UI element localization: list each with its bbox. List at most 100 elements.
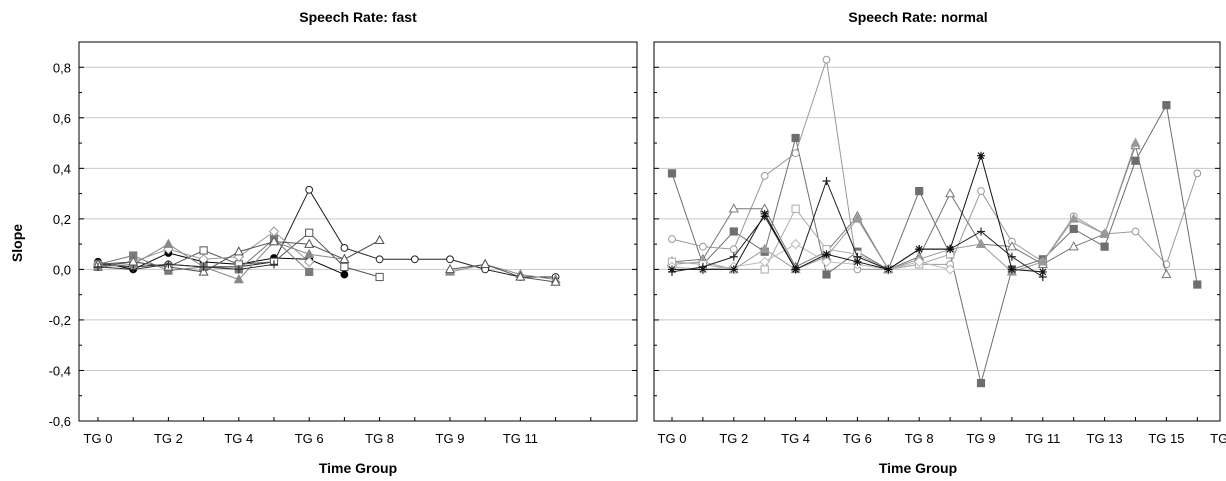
y-tick-label: -0,6 (49, 414, 71, 429)
data-point (128, 256, 139, 266)
data-point (944, 264, 956, 275)
x-tick-label: TG 4 (781, 431, 810, 446)
data-point (729, 227, 738, 236)
x-tick-label: TG 0 (84, 431, 113, 446)
data-point (791, 204, 800, 213)
data-point (698, 265, 707, 274)
data-point (977, 187, 985, 195)
data-point (340, 244, 349, 252)
data-point (729, 252, 738, 261)
data-point (1007, 252, 1016, 261)
series-line (449, 263, 556, 283)
y-tick-label: 0,0 (53, 262, 71, 277)
data-point (1130, 137, 1141, 147)
data-point (760, 209, 769, 218)
data-point (976, 379, 986, 388)
x-tick-label: TG 11 (1025, 431, 1060, 446)
y-tick-label: 0,6 (53, 111, 71, 126)
y-tick-label: 0,2 (53, 212, 71, 227)
data-point (668, 265, 676, 274)
data-point (164, 260, 173, 269)
data-point (1131, 227, 1140, 236)
data-point (375, 255, 384, 264)
series-line (97, 263, 275, 270)
data-point (1006, 241, 1017, 251)
panel-fast: Speech Rate: fast 0,8 0,6 0,4 0,2 0,0 -0,2 -0,4… (49, 9, 638, 476)
data-point (1069, 224, 1078, 234)
data-point (790, 238, 801, 250)
data-point (729, 245, 738, 254)
data-point (1161, 268, 1172, 279)
x-tick-label: TG 8 (365, 431, 394, 446)
data-point (821, 256, 832, 268)
data-point (198, 266, 209, 276)
data-point (1068, 241, 1079, 251)
data-point (946, 245, 955, 254)
data-point (667, 169, 677, 178)
data-point (1162, 101, 1171, 110)
data-point (339, 253, 350, 263)
data-point (304, 238, 315, 248)
data-point (305, 267, 314, 277)
data-point (699, 242, 707, 251)
x-tick-label: TG 9 (967, 431, 996, 446)
x-tick-label: TG 15 (1148, 431, 1184, 446)
data-point (945, 188, 956, 198)
x-tick-label: TG 17 (1210, 431, 1226, 446)
data-point (340, 262, 349, 271)
x-axis-title: Time Group (319, 460, 397, 476)
data-point (915, 245, 924, 254)
x-tick-label: TG 2 (154, 431, 183, 446)
data-point (550, 276, 561, 286)
data-point (374, 234, 385, 245)
y-axis-title: Slope (9, 224, 25, 262)
data-point (129, 265, 138, 274)
data-point (977, 227, 985, 236)
series-star (668, 151, 1047, 276)
data-point (822, 176, 831, 185)
data-point (791, 265, 800, 274)
data-point (375, 272, 384, 282)
data-point (822, 250, 831, 259)
x-tick-label: TG 11 (503, 431, 538, 446)
data-point (729, 265, 738, 274)
panel-title: Speech Rate: normal (848, 9, 987, 25)
data-point (199, 246, 208, 255)
data-point (1068, 213, 1079, 223)
series-plus (668, 176, 1047, 281)
series-line (449, 263, 556, 281)
data-point (163, 238, 174, 248)
panel-title: Speech Rate: fast (299, 9, 417, 25)
data-point (199, 262, 208, 271)
data-point (884, 265, 893, 274)
series-plus (94, 260, 278, 274)
x-tick-label: TG 13 (1087, 431, 1123, 446)
data-point (303, 256, 315, 268)
plot-frame (653, 41, 1221, 422)
data-point (444, 263, 456, 274)
x-tick-label: TG 8 (905, 431, 934, 446)
x-tick-label: TG 0 (658, 431, 687, 446)
data-point (1193, 169, 1202, 178)
data-point (94, 262, 102, 271)
data-point (913, 256, 925, 268)
data-point (340, 270, 349, 279)
data-point (234, 265, 243, 274)
y-tick-label: 0,8 (53, 60, 71, 75)
series-filled-triangle (92, 234, 561, 284)
data-point (270, 260, 278, 269)
panel-normal: Speech Rate: normal TG 0 TG 2 TG 4 TG 6 TG 8 T… (653, 9, 1226, 476)
plot-frame (78, 41, 638, 422)
data-point (1100, 242, 1109, 251)
data-point (268, 236, 280, 246)
series-filled-triangle (666, 137, 1141, 276)
data-point (977, 151, 985, 160)
data-point (668, 235, 676, 243)
data-point (1007, 265, 1016, 274)
series-open-circle (668, 55, 1202, 274)
data-point (1038, 267, 1047, 276)
data-point (759, 243, 770, 253)
x-tick-label: TG 4 (224, 431, 253, 446)
data-point (728, 203, 739, 213)
data-point (233, 273, 244, 284)
